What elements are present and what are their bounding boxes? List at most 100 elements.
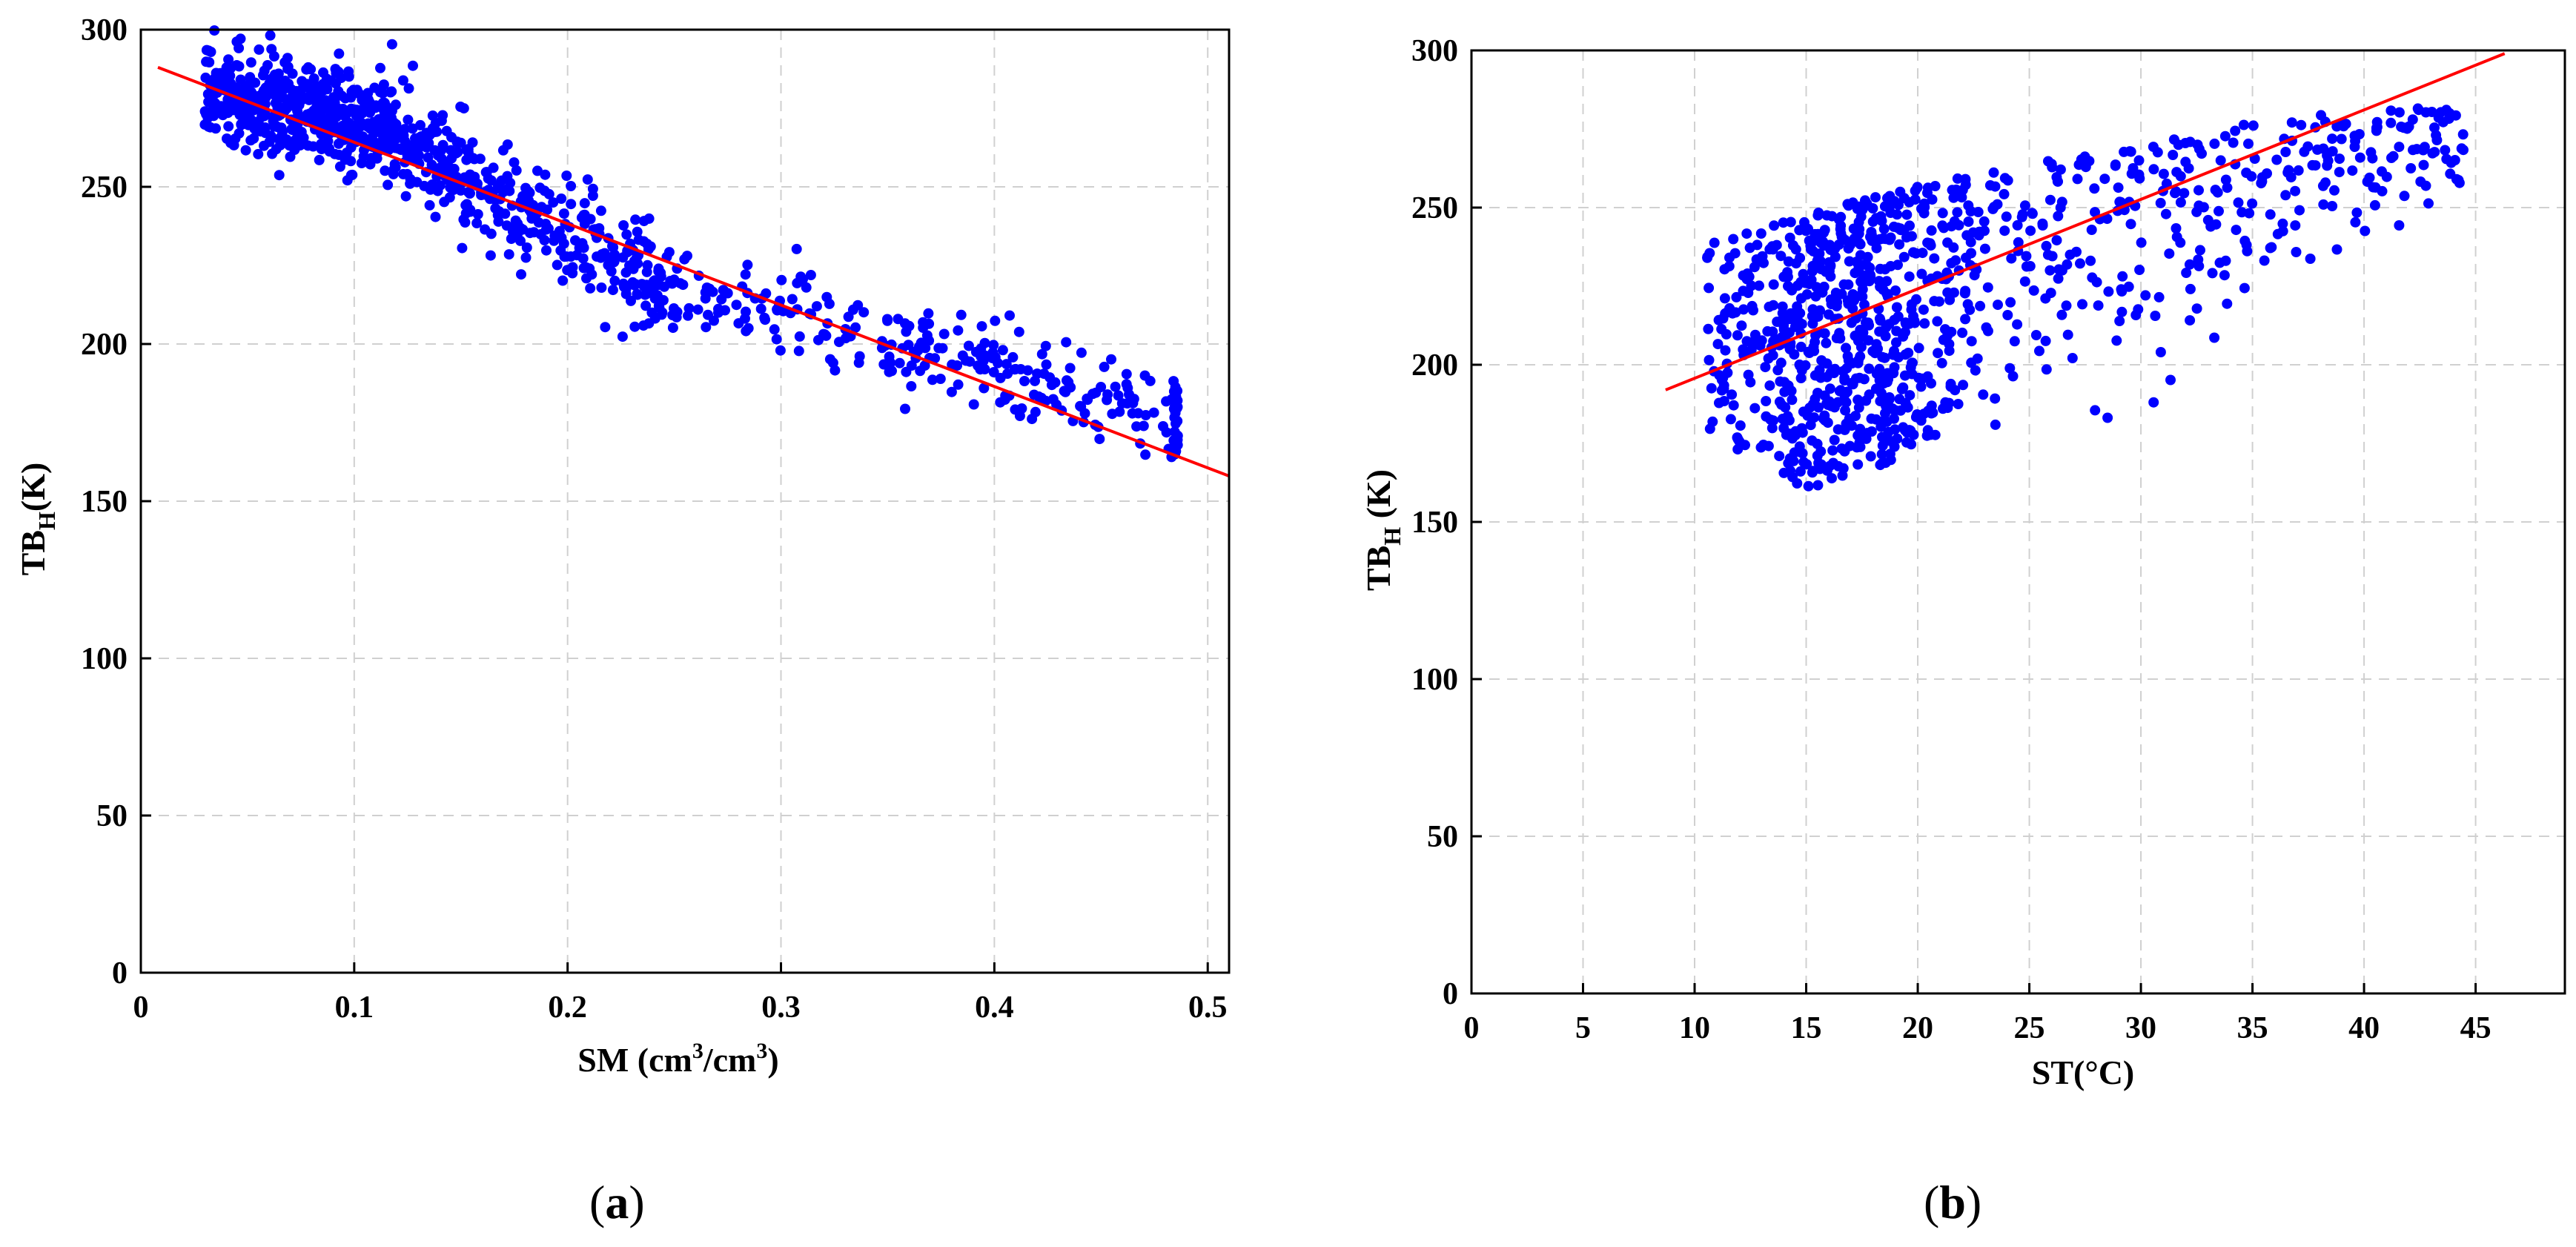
- data-point: [1769, 220, 1780, 231]
- data-point: [460, 199, 471, 211]
- data-point: [1953, 399, 1964, 409]
- data-point: [794, 331, 805, 342]
- data-point: [1999, 225, 2010, 236]
- data-point: [858, 307, 870, 318]
- y-tick-label: 300: [1411, 34, 1458, 68]
- data-point: [458, 103, 469, 114]
- data-point: [1805, 420, 1816, 431]
- data-point: [1709, 237, 1720, 248]
- data-point: [2369, 199, 2380, 211]
- data-point: [2440, 145, 2451, 156]
- data-point: [2133, 155, 2145, 166]
- data-point: [741, 306, 751, 317]
- data-point: [1864, 276, 1875, 287]
- data-point: [1853, 201, 1864, 212]
- data-point: [407, 123, 418, 134]
- data-point: [1904, 271, 1915, 282]
- data-point: [2426, 107, 2437, 117]
- data-point: [1859, 300, 1870, 310]
- data-point: [305, 64, 317, 75]
- data-point: [2222, 298, 2233, 309]
- data-point: [2148, 397, 2159, 408]
- data-point: [1767, 350, 1778, 361]
- data-point: [2116, 306, 2128, 317]
- data-point: [245, 135, 256, 146]
- data-point: [1906, 439, 1917, 450]
- x-tick-label: 0.1: [335, 990, 374, 1025]
- x-tick-label: 25: [2014, 1011, 2045, 1045]
- data-point: [257, 87, 268, 99]
- data-point: [2296, 119, 2307, 130]
- panel-a: 0 0.1 0.2 0.3 0.4 0.5 0 50 100 150 200 250 300 SM (c…: [14, 13, 1231, 1228]
- data-point: [2244, 208, 2255, 219]
- data-point: [946, 386, 957, 397]
- data-point: [1803, 223, 1813, 234]
- data-point: [1790, 244, 1801, 255]
- data-point: [332, 108, 343, 119]
- data-point: [1847, 420, 1857, 431]
- data-point: [548, 197, 559, 208]
- data-point: [2231, 225, 2242, 236]
- data-point: [1835, 211, 1847, 222]
- data-point: [250, 77, 261, 88]
- data-point: [259, 122, 271, 133]
- data-point: [587, 183, 598, 194]
- data-point: [1864, 389, 1875, 400]
- data-point: [1884, 203, 1895, 214]
- data-point: [375, 115, 386, 126]
- data-point: [2210, 185, 2221, 196]
- data-point: [1999, 173, 2010, 184]
- data-point: [2385, 117, 2397, 128]
- data-point: [1704, 248, 1715, 259]
- data-point: [2347, 165, 2358, 176]
- data-point: [2220, 174, 2231, 185]
- data-point: [2191, 206, 2202, 217]
- data-point: [2388, 150, 2399, 162]
- data-point: [2446, 157, 2457, 168]
- x-tick-label: 0: [133, 990, 149, 1025]
- data-point: [2365, 147, 2377, 158]
- data-point: [1713, 314, 1724, 325]
- data-point: [1821, 358, 1832, 369]
- data-point: [1818, 281, 1830, 292]
- data-point: [1707, 416, 1718, 427]
- data-point: [2243, 138, 2254, 149]
- data-point: [596, 282, 607, 293]
- data-point: [1988, 167, 1999, 178]
- data-point: [485, 250, 496, 261]
- data-point: [878, 359, 890, 370]
- data-point: [1898, 331, 1909, 342]
- y-tick-label: 250: [1411, 191, 1458, 225]
- data-point: [731, 300, 742, 311]
- data-point: [550, 232, 561, 243]
- data-point: [218, 79, 229, 90]
- data-point: [2277, 218, 2288, 229]
- data-point: [2062, 329, 2073, 340]
- y-tick-label: 0: [112, 956, 128, 990]
- data-point: [2394, 142, 2405, 153]
- data-point: [557, 275, 569, 286]
- caption-b: (b): [1924, 1176, 1982, 1228]
- data-point: [552, 259, 563, 271]
- data-point: [1861, 198, 1873, 209]
- data-point: [938, 328, 950, 340]
- data-point: [2371, 116, 2383, 128]
- data-point: [2085, 255, 2096, 266]
- data-point: [1978, 389, 1989, 400]
- data-point: [884, 351, 895, 363]
- data-point: [1956, 192, 1967, 203]
- data-point: [516, 269, 526, 280]
- data-point: [2211, 219, 2222, 230]
- data-point: [2165, 374, 2176, 386]
- data-point: [1854, 372, 1865, 383]
- data-point: [239, 115, 251, 126]
- data-point: [2080, 162, 2091, 173]
- data-point: [1013, 326, 1024, 337]
- data-point: [339, 120, 350, 130]
- data-point: [1726, 389, 1738, 400]
- data-point: [541, 245, 552, 256]
- data-point: [254, 44, 265, 55]
- data-point: [222, 133, 232, 144]
- data-point: [318, 67, 328, 78]
- data-point: [1936, 357, 1947, 368]
